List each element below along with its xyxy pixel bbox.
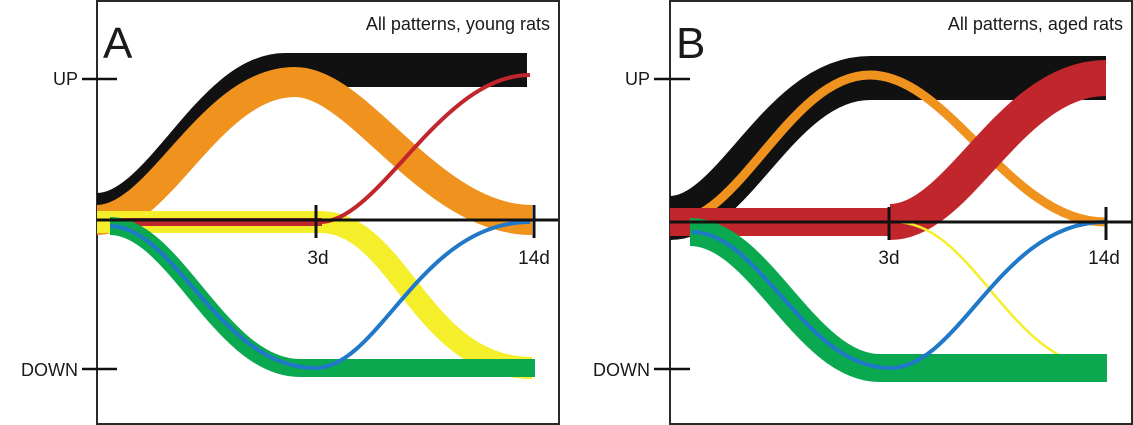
panel-b-down-label: DOWN <box>593 360 650 380</box>
panel-b: B All patterns, aged rats UP DOWN 3d 14d <box>593 0 1133 425</box>
panel-b-title: All patterns, aged rats <box>948 14 1123 34</box>
panel-a-down-label: DOWN <box>21 360 78 380</box>
panel-a-title: All patterns, young rats <box>366 14 550 34</box>
panel-a-tick-label-3d: 3d <box>307 248 328 269</box>
panel-b-orange-pattern <box>671 70 1106 227</box>
panel-a: A All patterns, young rats UP DOWN 3d 14… <box>21 0 560 425</box>
panel-b-tick-label-3d: 3d <box>878 248 899 269</box>
panel-a-letter: A <box>103 19 133 68</box>
panel-b-blue-pattern <box>691 220 1106 371</box>
panel-a-up-label: UP <box>53 69 78 89</box>
panel-b-letter: B <box>676 19 705 68</box>
panel-b-tick-label-14d: 14d <box>1088 248 1120 269</box>
panel-a-red-late-up-pattern <box>319 73 531 224</box>
panel-a-orange-pattern <box>95 66 533 235</box>
panel-b-yellow-pattern <box>894 220 1107 370</box>
panel-a-blue-pattern <box>109 220 531 371</box>
panel-b-up-label: UP <box>625 69 650 89</box>
panel-a-tick-label-14d: 14d <box>518 248 550 269</box>
panel-b-red-late-up-pattern <box>888 60 1108 240</box>
